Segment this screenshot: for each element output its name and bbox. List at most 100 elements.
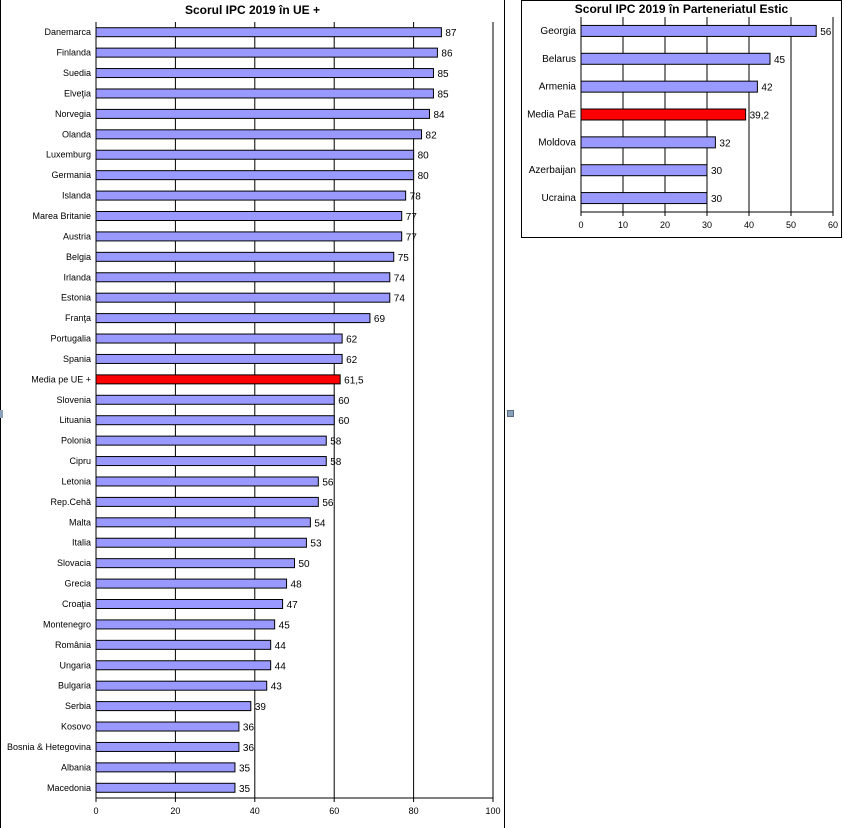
bar xyxy=(95,108,430,119)
bar xyxy=(95,149,415,160)
category-label: Polonia xyxy=(61,436,91,446)
category-label: Rep.Cehă xyxy=(50,497,91,507)
category-label: Portugalia xyxy=(50,334,91,344)
data-label: 85 xyxy=(437,69,449,80)
eu-chart-plot: 0 20 40 60 80 100 Danemarca 87 Finlanda 86 Suedia 8… xyxy=(7,22,501,816)
data-label: 43 xyxy=(271,682,283,693)
data-label: 48 xyxy=(291,580,303,591)
category-label: Belgia xyxy=(66,252,91,262)
data-label: 74 xyxy=(394,273,406,284)
category-label: Norvegia xyxy=(55,109,91,119)
category-label: Irlanda xyxy=(63,272,91,282)
category-label: Slovacia xyxy=(57,558,91,568)
bar xyxy=(95,292,391,303)
category-label: Ungaria xyxy=(59,660,91,670)
category-label: Germania xyxy=(51,170,91,180)
x-tick-label: 80 xyxy=(409,806,419,816)
category-label: Media pe UE + xyxy=(31,374,91,384)
category-label: Islanda xyxy=(62,191,91,201)
bar xyxy=(95,170,415,181)
data-label: 36 xyxy=(243,723,255,734)
bar xyxy=(95,88,434,99)
x-tick-label: 60 xyxy=(329,806,339,816)
data-label: 58 xyxy=(330,437,342,448)
x-tick-label: 60 xyxy=(828,220,838,230)
data-label: 35 xyxy=(239,784,251,795)
category-label: Kosovo xyxy=(61,722,91,732)
bar xyxy=(95,394,335,405)
category-label: Serbia xyxy=(65,701,91,711)
bar xyxy=(95,558,295,569)
data-label: 42 xyxy=(761,83,773,94)
category-label: Danemarca xyxy=(44,27,91,37)
eap-chart-title: Scorul IPC 2019 în Parteneriatul Estic xyxy=(574,2,789,16)
category-label: Macedonia xyxy=(47,783,91,793)
resize-handle-right[interactable] xyxy=(507,410,514,417)
bar xyxy=(95,721,240,732)
data-label: 62 xyxy=(346,355,358,366)
bar xyxy=(95,435,327,446)
x-tick-label: 40 xyxy=(250,806,260,816)
data-label: 86 xyxy=(441,49,453,60)
data-label: 61,5 xyxy=(344,375,364,386)
category-label: Croaţia xyxy=(62,599,91,609)
category-label: Bosnia & Hetegovina xyxy=(7,742,91,752)
data-label: 75 xyxy=(398,253,410,264)
bar xyxy=(580,24,817,37)
bar xyxy=(580,192,708,205)
data-label: 82 xyxy=(426,130,438,141)
bar xyxy=(95,251,395,262)
category-label: Malta xyxy=(69,517,91,527)
bar xyxy=(95,27,442,38)
data-label: 47 xyxy=(287,600,299,611)
category-label: Slovenia xyxy=(56,395,91,405)
bar xyxy=(580,80,758,93)
eu-chart-panel[interactable]: Scorul IPC 2019 în UE + 0 20 40 60 80 100 Dane… xyxy=(0,0,505,828)
category-label: Marea Britanie xyxy=(32,211,91,221)
category-label: Media PaE xyxy=(527,110,576,121)
data-label: 62 xyxy=(346,335,358,346)
bar xyxy=(95,333,343,344)
bar xyxy=(95,741,240,752)
data-label: 56 xyxy=(322,498,334,509)
category-label: Suedia xyxy=(63,68,91,78)
data-label: 74 xyxy=(394,294,406,305)
data-label: 56 xyxy=(322,477,334,488)
category-label: Lituania xyxy=(59,415,91,425)
data-label: 39 xyxy=(255,702,267,713)
data-label: 30 xyxy=(711,194,723,205)
bar xyxy=(95,68,434,79)
bar xyxy=(95,782,236,793)
category-label: Luxemburg xyxy=(46,150,91,160)
data-label: 85 xyxy=(437,89,449,100)
bar xyxy=(95,374,341,385)
bar xyxy=(95,599,284,609)
category-label: Elveţia xyxy=(64,88,91,98)
category-label: Azerbaijan xyxy=(529,165,576,176)
data-label: 60 xyxy=(338,416,350,427)
data-label: 87 xyxy=(445,28,457,39)
category-label: Spania xyxy=(63,354,91,364)
category-label: Finlanda xyxy=(56,48,91,58)
bar xyxy=(95,129,423,140)
x-tick-label: 20 xyxy=(660,220,670,230)
data-label: 78 xyxy=(410,192,422,203)
data-label: 80 xyxy=(418,171,430,182)
bar xyxy=(95,47,438,58)
category-label: Franţa xyxy=(65,313,91,323)
data-label: 36 xyxy=(243,743,255,754)
category-label: Armenia xyxy=(539,82,577,93)
data-label: 60 xyxy=(338,396,350,407)
category-label: Italia xyxy=(72,538,91,548)
category-label: Moldova xyxy=(538,137,576,148)
data-label: 77 xyxy=(406,212,418,223)
eap-chart-panel[interactable]: Scorul IPC 2019 în Parteneriatul Estic 0… xyxy=(521,0,842,238)
bar xyxy=(95,578,288,589)
bar xyxy=(95,619,276,630)
eap-chart-plot: 0 10 20 30 40 50 60 Georgia 56 Belarus 45 Armenia 42… xyxy=(527,17,838,230)
data-label: 45 xyxy=(774,55,786,66)
category-label: România xyxy=(55,640,91,650)
resize-handle-left[interactable] xyxy=(0,410,3,418)
x-tick-label: 100 xyxy=(485,806,500,816)
category-label: Austria xyxy=(63,231,91,241)
